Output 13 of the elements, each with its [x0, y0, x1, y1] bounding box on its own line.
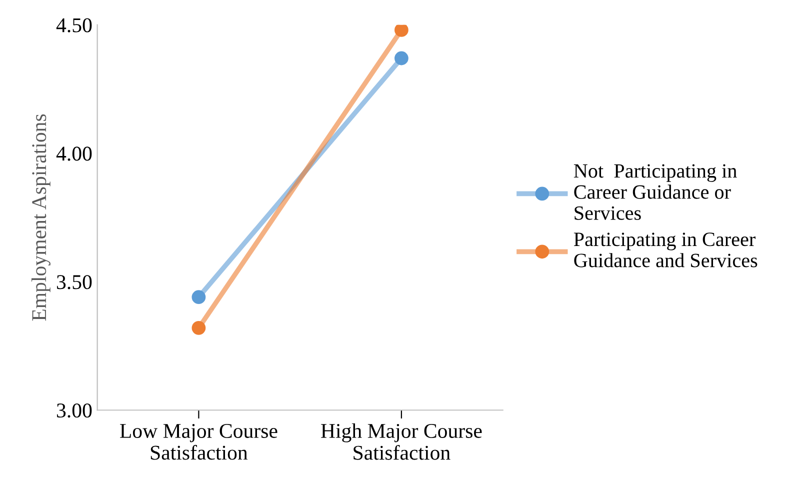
- point: [192, 290, 206, 304]
- y-tick-label: 3.00: [56, 404, 92, 418]
- legend-label: Participating in Career Guidance and Services: [574, 232, 758, 268]
- point: [394, 24, 408, 37]
- point: [394, 51, 408, 66]
- point: [192, 320, 206, 335]
- x-tick-label: Low Major Course Satisfaction: [120, 424, 278, 460]
- y-tick-label: 4.50: [56, 18, 92, 32]
- legend-label: Not Participating in Career Guidance or Services: [574, 164, 737, 220]
- x-tick-label: High Major Course Satisfaction: [321, 423, 482, 460]
- y-tick-label: 4.00: [56, 146, 92, 161]
- y-tick-label: 3.50: [56, 275, 92, 290]
- y-axis-title: Employment Aspirations: [31, 114, 50, 321]
